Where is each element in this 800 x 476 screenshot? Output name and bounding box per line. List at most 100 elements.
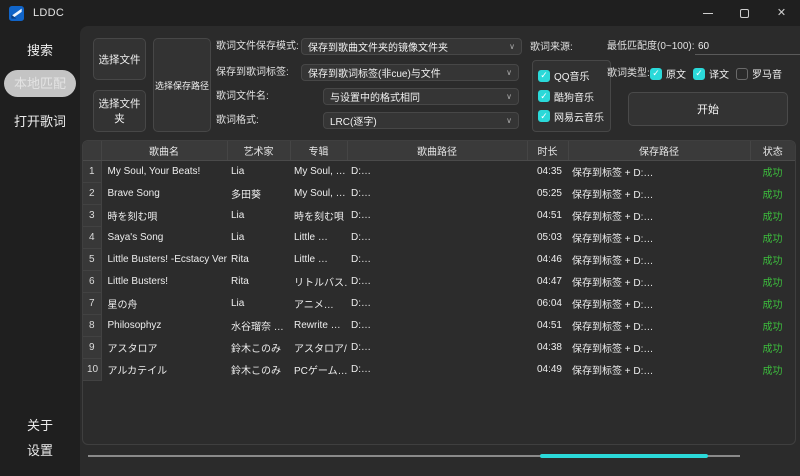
cell-artist[interactable]: 鈴木このみ: [231, 343, 281, 355]
cell-save-path[interactable]: 保存到标签 + D:…: [572, 167, 654, 179]
cell-song-path[interactable]: D:…: [351, 165, 371, 177]
table-row[interactable]: 2 Brave Song 多田葵 My Soul, … D:… 05:25 保存…: [83, 181, 795, 205]
cell-album[interactable]: アスタロア/…: [294, 343, 347, 355]
source-option-qq[interactable]: ✓ QQ音乐: [538, 68, 605, 83]
cell-row-number[interactable]: 5: [83, 247, 102, 271]
checkbox-icon[interactable]: ✓: [538, 90, 550, 102]
cell-artist[interactable]: Lia: [231, 297, 245, 309]
cell-song-path[interactable]: D:…: [351, 253, 371, 265]
cell-duration[interactable]: 05:03: [536, 231, 562, 243]
cell-song-path[interactable]: D:…: [351, 297, 371, 309]
cell-status[interactable]: 成功: [762, 321, 783, 333]
cell-album[interactable]: リトルバス…: [294, 277, 347, 289]
cell-album[interactable]: Rewrite …: [294, 319, 341, 331]
cell-status[interactable]: 成功: [762, 343, 783, 355]
cell-status[interactable]: 成功: [762, 277, 783, 289]
select-save-path-button[interactable]: 选择保存路径: [153, 38, 211, 132]
cell-duration[interactable]: 06:04: [536, 297, 562, 309]
cell-save-path[interactable]: 保存到标签 + D:…: [572, 277, 654, 289]
cell-album[interactable]: 時を刻む唄 …: [294, 211, 347, 223]
col-header-artist[interactable]: 艺术家: [227, 141, 291, 161]
col-header-status[interactable]: 状态: [750, 141, 795, 161]
select-file-button[interactable]: 选择文件: [93, 38, 146, 80]
cell-song-name[interactable]: アルカテイル: [107, 365, 168, 377]
cell-duration[interactable]: 05:25: [536, 187, 562, 199]
sidebar-item-local-match[interactable]: 本地匹配: [4, 70, 76, 97]
close-button[interactable]: ✕: [763, 0, 800, 26]
cell-save-path[interactable]: 保存到标签 + D:…: [572, 321, 654, 333]
cell-song-name[interactable]: Little Busters! -Ecstacy Ver.-: [107, 253, 228, 265]
cell-save-path[interactable]: 保存到标签 + D:…: [572, 255, 654, 267]
cell-artist[interactable]: 多田葵: [231, 189, 261, 201]
cell-row-number[interactable]: 2: [83, 181, 102, 205]
cell-status[interactable]: 成功: [762, 365, 783, 377]
table-row[interactable]: 7 星の舟 Lia アニメ… D:… 06:04 保存到标签 + D:… 成功: [83, 291, 795, 315]
cell-duration[interactable]: 04:51: [536, 319, 562, 331]
cell-save-path[interactable]: 保存到标签 + D:…: [572, 211, 654, 223]
cell-artist[interactable]: 水谷瑠奈 …: [231, 321, 284, 333]
cell-save-path[interactable]: 保存到标签 + D:…: [572, 365, 654, 377]
checkbox-icon[interactable]: ✓: [736, 67, 748, 80]
cell-album[interactable]: アニメ…: [294, 299, 334, 311]
cell-album[interactable]: My Soul, …: [294, 187, 346, 199]
col-header-duration[interactable]: 时长: [527, 141, 569, 161]
cell-artist[interactable]: Lia: [231, 209, 245, 221]
cell-status[interactable]: 成功: [762, 255, 783, 267]
cell-artist[interactable]: Rita: [231, 275, 249, 287]
table-row[interactable]: 5 Little Busters! -Ecstacy Ver.- Rita Li…: [83, 247, 795, 271]
col-header-save-path[interactable]: 保存路径: [568, 141, 751, 161]
source-option-kugou[interactable]: ✓ 酷狗音乐: [538, 89, 605, 104]
cell-album[interactable]: Little …: [294, 231, 328, 243]
cell-artist[interactable]: Lia: [231, 231, 245, 243]
cell-song-path[interactable]: D:…: [351, 231, 371, 243]
cell-song-path[interactable]: D:…: [351, 319, 371, 331]
table-row[interactable]: 3 時を刻む唄 Lia 時を刻む唄 … D:… 04:51 保存到标签 + D:…: [83, 203, 795, 227]
cell-song-name[interactable]: 星の舟: [107, 299, 138, 311]
cell-row-number[interactable]: 9: [83, 335, 102, 359]
cell-song-name[interactable]: Little Busters!: [107, 275, 169, 287]
table-row[interactable]: 9 アスタロア 鈴木このみ アスタロア/… D:… 04:38 保存到标签 + …: [83, 335, 795, 359]
table-row[interactable]: 1 My Soul, Your Beats! Lia My Soul, … D:…: [83, 159, 795, 183]
cell-row-number[interactable]: 10: [83, 357, 102, 381]
cell-duration[interactable]: 04:47: [536, 275, 562, 287]
cell-row-number[interactable]: 1: [83, 159, 102, 183]
col-header-song-name[interactable]: 歌曲名: [101, 141, 228, 161]
checkbox-icon[interactable]: ✓: [693, 67, 705, 80]
checkbox-icon[interactable]: ✓: [650, 67, 662, 80]
checkbox-icon[interactable]: ✓: [538, 69, 550, 82]
sidebar-item-about[interactable]: 关于: [26, 418, 53, 433]
source-option-netease[interactable]: ✓ 网易云音乐: [538, 109, 605, 124]
type-option-translation[interactable]: ✓ 译文: [693, 65, 729, 82]
cell-song-name[interactable]: Philosophyz: [107, 319, 162, 331]
cell-song-path[interactable]: D:…: [351, 275, 371, 287]
cell-save-path[interactable]: 保存到标签 + D:…: [572, 189, 654, 201]
cell-duration[interactable]: 04:49: [536, 363, 562, 375]
col-header-song-path[interactable]: 歌曲路径: [347, 141, 528, 161]
sidebar-item-open-lyrics[interactable]: 打开歌词: [13, 114, 66, 129]
cell-status[interactable]: 成功: [762, 233, 783, 245]
cell-artist[interactable]: Rita: [231, 253, 249, 265]
table-row[interactable]: 4 Saya's Song Lia Little … D:… 05:03 保存到…: [83, 225, 795, 249]
cell-artist[interactable]: Lia: [231, 165, 245, 177]
cell-status[interactable]: 成功: [762, 167, 783, 179]
row-number-header[interactable]: [83, 141, 102, 161]
cell-song-path[interactable]: D:…: [351, 363, 371, 375]
min-match-spinbox[interactable]: 60 ∧ ∨: [695, 38, 800, 55]
cell-row-number[interactable]: 3: [83, 203, 102, 227]
cell-row-number[interactable]: 7: [83, 291, 102, 315]
cell-song-path[interactable]: D:…: [351, 209, 371, 221]
cell-song-path[interactable]: D:…: [351, 341, 371, 353]
cell-song-name[interactable]: Brave Song: [107, 187, 160, 199]
cell-album[interactable]: PCゲーム…: [294, 365, 347, 377]
sidebar-item-search[interactable]: 搜索: [26, 43, 53, 58]
cell-save-path[interactable]: 保存到标签 + D:…: [572, 343, 654, 355]
start-button[interactable]: 开始: [628, 92, 788, 126]
cell-save-path[interactable]: 保存到标签 + D:…: [572, 233, 654, 245]
cell-song-name[interactable]: アスタロア: [107, 343, 158, 355]
cell-artist[interactable]: 鈴木このみ: [231, 365, 281, 377]
cell-duration[interactable]: 04:51: [536, 209, 562, 221]
cell-album[interactable]: Little …: [294, 253, 328, 265]
cell-row-number[interactable]: 8: [83, 313, 102, 337]
cell-song-name[interactable]: 時を刻む唄: [107, 211, 158, 223]
format-dropdown[interactable]: LRC(逐字) ∨: [323, 112, 519, 129]
